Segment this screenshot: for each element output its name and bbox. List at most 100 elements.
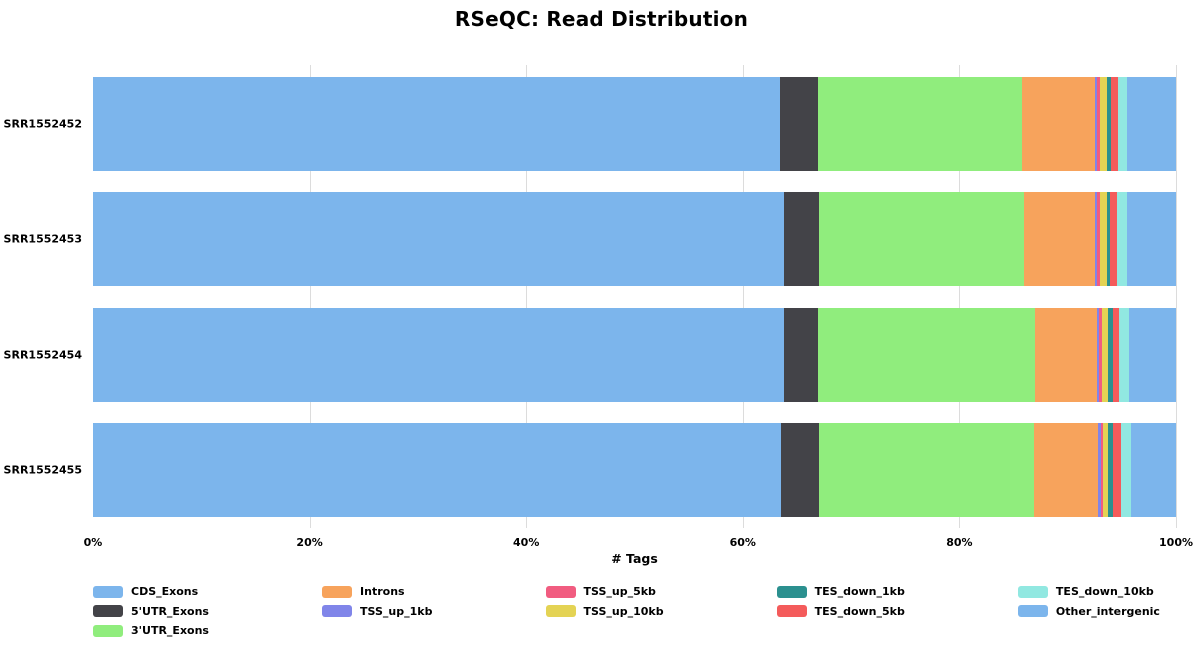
bar-segment-TES_down_5kb (1109, 192, 1118, 287)
legend-column-2: Introns TSS_up_1kb (322, 585, 432, 624)
bar-segment-TSS_up_10kb (1100, 77, 1108, 171)
legend-column-3: TSS_up_5kb TSS_up_10kb (545, 585, 664, 624)
legend-label: TES_down_10kb (1055, 585, 1154, 598)
stacked-bar-SRR1552452 (93, 77, 1176, 171)
chart-title: RSeQC: Read Distribution (454, 7, 749, 31)
legend-column-4: TES_down_1kb TES_down_5kb (776, 585, 905, 624)
bar-segment-TSS_up_10kb (1100, 192, 1107, 287)
legend-swatch-Introns (322, 585, 353, 598)
bar-segment-TSS_up_5kb (1096, 77, 1101, 171)
bar-segment-CDS_Exons (93, 192, 784, 287)
bar-segment-CDS_Exons (93, 307, 784, 402)
legend-swatch-TSS_up_10kb (545, 605, 576, 617)
x-axis-title: # Tags (611, 551, 658, 566)
legend: CDS_Exons 5'UTR_Exons 3'UTR_Exons Introns TS… (93, 585, 1160, 644)
legend-label: TSS_up_10kb (583, 604, 664, 618)
x-tick-label: 0% (83, 536, 103, 549)
x-tick-label: 40% (513, 536, 540, 549)
legend-item-TSS_up_5kb: TSS_up_5kb (545, 585, 664, 598)
legend-swatch-TSS_up_1kb (322, 605, 353, 617)
y-axis-label: SRR1552454 (3, 348, 82, 362)
bar-segment-5'UTR_Exons (783, 192, 819, 287)
legend-swatch-CDS_Exons (93, 585, 123, 598)
legend-item-TSS_up_10kb: TSS_up_10kb (545, 604, 664, 618)
legend-swatch-5'UTR_Exons (93, 605, 123, 617)
legend-label: 5'UTR_Exons (131, 604, 209, 618)
legend-item-TES_down_10kb: TES_down_10kb (1017, 585, 1160, 598)
legend-swatch-TSS_up_5kb (545, 585, 576, 598)
legend-swatch-TES_down_5kb (776, 605, 807, 617)
bar-segment-Introns (1024, 192, 1095, 287)
bar-segment-TES_down_1kb (1107, 77, 1111, 171)
x-tick-label: 100% (1159, 536, 1193, 549)
bar-segment-3'UTR_Exons (817, 307, 1036, 402)
bar-segment-Other_intergenic (1127, 77, 1176, 171)
bar-segment-TSS_up_10kb (1102, 307, 1109, 402)
bar-segment-TSS_up_1kb (1094, 77, 1097, 171)
legend-swatch-3'UTR_Exons (93, 624, 123, 637)
x-tick-label: 20% (296, 536, 323, 549)
stacked-bar-SRR1552455 (93, 422, 1176, 517)
bar-segment-Other_intergenic (1126, 192, 1176, 287)
bar-segment-TES_down_10kb (1117, 192, 1127, 287)
legend-item-Other_intergenic: Other_intergenic (1017, 604, 1160, 618)
stacked-bar-SRR1552453 (93, 192, 1176, 287)
gridline-100% (1176, 65, 1177, 528)
bar-segment-Introns (1034, 422, 1098, 517)
legend-label: CDS_Exons (131, 585, 199, 598)
bar-segment-Other_intergenic (1128, 307, 1176, 402)
bar-segment-TES_down_10kb (1117, 77, 1128, 171)
stacked-bar-SRR1552454 (93, 307, 1176, 402)
legend-swatch-TES_down_1kb (776, 585, 807, 598)
legend-label: TES_down_1kb (814, 585, 905, 598)
legend-label: TSS_up_5kb (583, 585, 656, 598)
y-axis-label: SRR1552452 (3, 117, 82, 131)
bar-segment-TSS_up_5kb (1101, 422, 1104, 517)
legend-item-Introns: Introns (322, 585, 432, 598)
bar-segment-3'UTR_Exons (817, 77, 1023, 171)
bar-segment-TES_down_10kb (1121, 422, 1131, 517)
bar-segment-TES_down_5kb (1113, 307, 1120, 402)
bar-segment-TES_down_1kb (1108, 307, 1114, 402)
gridline-20% (309, 65, 311, 528)
bar-segment-TSS_up_1kb (1094, 192, 1097, 287)
bar-segment-5'UTR_Exons (783, 307, 818, 402)
bar-segment-3'UTR_Exons (818, 192, 1025, 287)
legend-item-TES_down_5kb: TES_down_5kb (776, 604, 905, 618)
legend-swatch-Other_intergenic (1017, 605, 1048, 617)
bar-segment-CDS_Exons (93, 422, 781, 517)
bar-segment-TES_down_1kb (1106, 192, 1110, 287)
gridline-60% (742, 65, 744, 528)
legend-item-TES_down_1kb: TES_down_1kb (776, 585, 905, 598)
legend-label: TSS_up_1kb (360, 604, 433, 618)
bar-segment-3'UTR_Exons (818, 422, 1035, 517)
bar-segment-Other_intergenic (1130, 422, 1176, 517)
legend-label: Introns (360, 585, 405, 598)
bar-segment-TSS_up_5kb (1096, 192, 1101, 287)
bar-segment-5'UTR_Exons (780, 422, 819, 517)
legend-swatch-TES_down_10kb (1017, 585, 1048, 598)
bar-segment-TSS_up_1kb (1096, 307, 1099, 402)
bar-segment-TES_down_5kb (1113, 422, 1122, 517)
x-tick-label: 80% (946, 536, 973, 549)
legend-label: Other_intergenic (1055, 604, 1160, 618)
bar-segment-TES_down_10kb (1119, 307, 1129, 402)
legend-column-1: CDS_Exons 5'UTR_Exons 3'UTR_Exons (93, 585, 209, 644)
legend-item-TSS_up_1kb: TSS_up_1kb (322, 605, 432, 618)
bar-segment-TSS_up_10kb (1103, 422, 1109, 517)
legend-item-5'UTR_Exons: 5'UTR_Exons (93, 605, 209, 618)
legend-label: TES_down_5kb (814, 604, 905, 618)
x-tick-label: 60% (729, 536, 756, 549)
legend-item-3'UTR_Exons: 3'UTR_Exons (93, 624, 209, 637)
bar-segment-TES_down_5kb (1110, 77, 1118, 171)
y-axis-label: SRR1552453 (3, 232, 82, 246)
bar-segment-5'UTR_Exons (779, 77, 818, 171)
gridline-40% (526, 65, 528, 528)
bar-segment-CDS_Exons (93, 77, 780, 171)
bar-segment-TSS_up_5kb (1098, 307, 1103, 402)
legend-item-CDS_Exons: CDS_Exons (93, 585, 209, 598)
y-axis-label: SRR1552455 (3, 463, 82, 477)
bar-segment-Introns (1022, 77, 1095, 171)
legend-column-5: TES_down_10kb Other_intergenic (1017, 585, 1160, 624)
plot-area (93, 65, 1177, 528)
